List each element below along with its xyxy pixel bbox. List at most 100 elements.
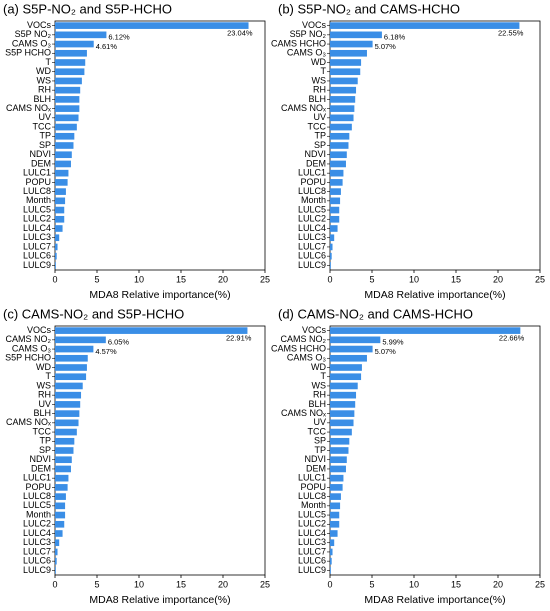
bar (330, 401, 356, 408)
y-tick-label: LULC1 (23, 473, 51, 483)
y-tick-label: LULC2 (23, 519, 51, 529)
bar (55, 456, 72, 464)
y-tick-label: CAMS NO₂ (6, 334, 52, 344)
x-axis-label: MDA8 Relative importance(%) (89, 594, 230, 606)
bar (330, 391, 357, 399)
value-label: 5.99% (382, 338, 404, 347)
bar (330, 502, 341, 510)
y-tick-label: Month (301, 195, 326, 205)
y-tick-label: LULC8 (23, 491, 51, 501)
x-tick-label: 0 (52, 274, 57, 284)
x-tick-label: 10 (134, 274, 144, 284)
x-tick-label: 20 (493, 579, 503, 589)
value-label: 4.61% (96, 42, 118, 51)
bar (55, 336, 106, 344)
y-tick-label: T (321, 66, 327, 76)
panel: (b) S5P-NO₂ and CAMS-HCHO 0 5 10 15 20 25 MDA8 … (271, 1, 545, 300)
bar (330, 520, 340, 528)
panel: (d) CAMS-NO₂ and CAMS-HCHO 0 5 10 15 20 25 MDA8… (271, 306, 545, 605)
bar (55, 364, 87, 371)
y-tick-label: WD (311, 362, 326, 372)
x-tick-label: 5 (94, 579, 99, 589)
bar (55, 511, 66, 519)
bar (330, 484, 343, 491)
bar (330, 465, 346, 473)
y-tick-label: SP (314, 140, 326, 150)
bar (55, 22, 249, 29)
y-tick-label: LULC2 (298, 214, 326, 224)
bar (55, 327, 248, 334)
bar (55, 243, 58, 251)
bar (330, 179, 343, 186)
bar (330, 197, 341, 205)
y-tick-label: LULC6 (298, 251, 326, 261)
bar (330, 428, 352, 436)
y-tick-label: TCC (33, 121, 52, 131)
y-tick-label: TCC (308, 121, 327, 131)
y-tick-label: LULC8 (23, 186, 51, 196)
y-tick-label: UV (38, 112, 51, 122)
bar (330, 493, 341, 500)
x-tick-label: 5 (94, 274, 99, 284)
value-label: 22.91% (226, 333, 252, 342)
bar (330, 215, 340, 223)
panel: (a) S5P-NO₂ and S5P-HCHO 0 5 10 15 20 25 MDA8 R… (3, 1, 270, 300)
y-tick-label: LULC9 (23, 260, 51, 270)
bar (55, 86, 81, 94)
x-tick-label: 25 (260, 579, 270, 589)
y-tick-label: WS (312, 380, 327, 390)
y-tick-label: S5P NO₂ (290, 29, 327, 39)
y-tick-label: LULC8 (298, 186, 326, 196)
y-tick-label: LULC1 (23, 168, 51, 178)
chart-title: (d) CAMS-NO₂ and CAMS-HCHO (278, 306, 473, 321)
bar (55, 114, 79, 122)
bar (55, 502, 66, 510)
bar (330, 437, 350, 445)
y-tick-label: Month (26, 509, 51, 519)
bar (55, 391, 82, 399)
value-label: 5.07% (375, 347, 397, 356)
bar (330, 456, 347, 464)
bar (55, 354, 88, 362)
bar (55, 401, 81, 408)
y-tick-label: TCC (33, 426, 52, 436)
bar (55, 197, 66, 205)
y-tick-label: LULC9 (23, 565, 51, 575)
y-tick-label: WS (37, 75, 52, 85)
y-tick-label: LULC7 (23, 241, 51, 251)
bar (55, 465, 71, 473)
bar (55, 160, 71, 168)
y-tick-label: LULC7 (298, 546, 326, 556)
y-tick-label: RH (38, 85, 51, 95)
bar (55, 252, 57, 260)
bar (55, 548, 58, 556)
bar (55, 520, 65, 528)
y-tick-label: NDVI (304, 454, 326, 464)
y-tick-label: LULC2 (298, 519, 326, 529)
y-tick-label: UV (313, 417, 326, 427)
bar (55, 151, 72, 159)
bar (330, 96, 356, 103)
bar (55, 410, 80, 417)
value-label: 6.18% (384, 33, 406, 42)
y-tick-label: SP (314, 436, 326, 446)
y-tick-label: TP (39, 131, 51, 141)
bar (330, 539, 335, 547)
y-tick-label: LULC9 (298, 565, 326, 575)
y-tick-label: VOCs (27, 20, 52, 30)
bar (330, 40, 373, 48)
bar (55, 68, 85, 76)
y-tick-label: WD (36, 66, 51, 76)
y-tick-label: TCC (308, 426, 327, 436)
bar (330, 123, 352, 131)
y-tick-label: SP (39, 445, 51, 455)
bar (330, 151, 347, 159)
value-label: 22.55% (498, 28, 524, 37)
y-tick-label: T (46, 371, 52, 381)
y-tick-label: LULC6 (298, 556, 326, 566)
y-tick-label: DEM (31, 158, 51, 168)
bar (55, 123, 77, 131)
x-axis-label: MDA8 Relative importance(%) (364, 594, 505, 606)
y-tick-label: NDVI (304, 149, 326, 159)
y-tick-label: WD (311, 57, 326, 67)
